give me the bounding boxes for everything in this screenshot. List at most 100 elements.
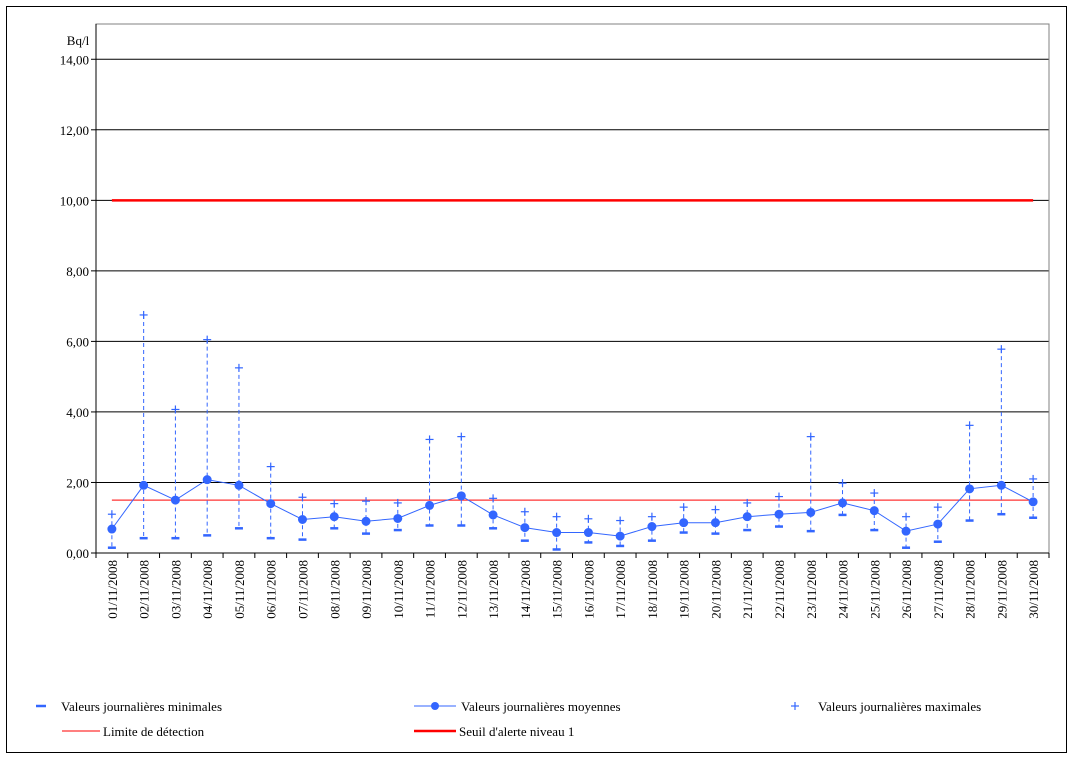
- threshold-lines: [111, 199, 1034, 501]
- mean-point: [583, 528, 593, 538]
- mean-point: [107, 524, 117, 534]
- axes: 0,00 2,00 4,00 6,00 8,00 10,00 12,00 14,00 Bq/l 0…: [60, 24, 1050, 619]
- max-point: [330, 499, 339, 508]
- series: [107, 310, 1038, 551]
- mean-point: [1028, 497, 1038, 507]
- mean-point: [806, 507, 816, 517]
- max-point: [774, 492, 783, 501]
- max-point: [679, 503, 688, 512]
- mean-point: [679, 518, 689, 528]
- max-point: [647, 512, 656, 521]
- chart-frame: [6, 6, 1067, 753]
- y-tick-label: 10,00: [60, 193, 89, 208]
- max-point: [933, 503, 942, 512]
- y-tick-label: 6,00: [66, 334, 89, 349]
- x-tick-label: 19/11/2008: [677, 560, 692, 619]
- x-tick-label: 09/11/2008: [359, 560, 374, 619]
- max-point: [806, 432, 815, 441]
- legend-mean-label: Valeurs journalières moyennes: [461, 699, 621, 714]
- mean-point: [996, 480, 1006, 490]
- x-tick-label: 03/11/2008: [168, 560, 183, 619]
- legend-max-label: Valeurs journalières maximales: [818, 699, 981, 714]
- mean-point: [393, 513, 403, 523]
- mean-point: [647, 522, 657, 532]
- x-tick-label: 04/11/2008: [200, 560, 215, 619]
- x-tick-label: 05/11/2008: [232, 560, 247, 619]
- x-tick-label: 25/11/2008: [867, 560, 882, 619]
- mean-point: [297, 514, 307, 524]
- mean-point: [139, 480, 149, 490]
- max-point: [1029, 474, 1038, 483]
- x-tick-label: 11/11/2008: [423, 560, 438, 618]
- y-tick-label: 2,00: [66, 475, 89, 490]
- x-tick-label: 29/11/2008: [994, 560, 1009, 619]
- max-point: [362, 497, 371, 506]
- x-tick-label: 27/11/2008: [931, 560, 946, 619]
- mean-point: [838, 498, 848, 508]
- x-tick-label: 07/11/2008: [295, 560, 310, 619]
- mean-point: [329, 512, 339, 522]
- y-tick-label: 0,00: [66, 546, 89, 561]
- legend-mean-marker: [431, 702, 439, 710]
- mean-point: [234, 480, 244, 490]
- max-point: [520, 507, 529, 516]
- mean-point: [742, 512, 752, 522]
- x-tick-label: 26/11/2008: [899, 560, 914, 619]
- y-tick-label: 12,00: [60, 123, 89, 138]
- max-point: [298, 493, 307, 502]
- mean-point: [774, 509, 784, 519]
- y-tick-label: 14,00: [60, 52, 89, 67]
- mean-point: [965, 484, 975, 494]
- legend-min-label: Valeurs journalières minimales: [61, 699, 222, 714]
- x-tick-label: 10/11/2008: [391, 560, 406, 619]
- max-point: [171, 405, 180, 414]
- y-tick-label: 4,00: [66, 405, 89, 420]
- max-point: [139, 310, 148, 319]
- max-point: [266, 462, 275, 471]
- mean-point: [170, 495, 180, 505]
- mean-point: [361, 516, 371, 526]
- x-tick-label: 02/11/2008: [137, 560, 152, 619]
- mean-point: [520, 523, 530, 533]
- mean-point: [933, 519, 943, 529]
- min-max-range-lines: [111, 314, 1034, 550]
- max-point: [489, 494, 498, 503]
- x-tick-label: 24/11/2008: [836, 560, 851, 619]
- max-point: [743, 498, 752, 507]
- mean-point: [266, 499, 276, 509]
- legend-seuil-label: Seuil d'alerte niveau 1: [459, 724, 574, 739]
- mean-point: [488, 510, 498, 520]
- max-point: [203, 335, 212, 344]
- max-point: [902, 512, 911, 521]
- max-point: [552, 512, 561, 521]
- x-tick-label: 14/11/2008: [518, 560, 533, 619]
- x-tick-label: 01/11/2008: [105, 560, 120, 619]
- max-point: [965, 421, 974, 430]
- mean-series-line: [111, 479, 1034, 537]
- x-tick-label: 12/11/2008: [454, 560, 469, 619]
- max-point: [393, 498, 402, 507]
- y-axis-label: Bq/l: [67, 33, 90, 48]
- x-tick-label: 06/11/2008: [264, 560, 279, 619]
- max-point: [711, 505, 720, 514]
- x-tick-label: 21/11/2008: [740, 560, 755, 619]
- mean-point: [202, 475, 212, 485]
- mean-point: [901, 526, 911, 536]
- x-tick-label: 15/11/2008: [550, 560, 565, 619]
- max-point: [870, 489, 879, 498]
- mean-point: [869, 506, 879, 516]
- y-tick-label: 8,00: [66, 264, 89, 279]
- x-tick-label: 23/11/2008: [804, 560, 819, 619]
- x-tick-label: 30/11/2008: [1026, 560, 1041, 619]
- mean-point: [425, 500, 435, 510]
- max-point: [838, 479, 847, 488]
- x-tick-label: 22/11/2008: [772, 560, 787, 619]
- max-point: [584, 514, 593, 523]
- mean-point: [456, 491, 466, 501]
- max-point: [457, 432, 466, 441]
- x-tick-label: 08/11/2008: [327, 560, 342, 619]
- legend: Valeurs journalières minimales Valeurs jo…: [36, 699, 981, 739]
- max-point: [234, 363, 243, 372]
- legend-detection-label: Limite de détection: [103, 724, 205, 739]
